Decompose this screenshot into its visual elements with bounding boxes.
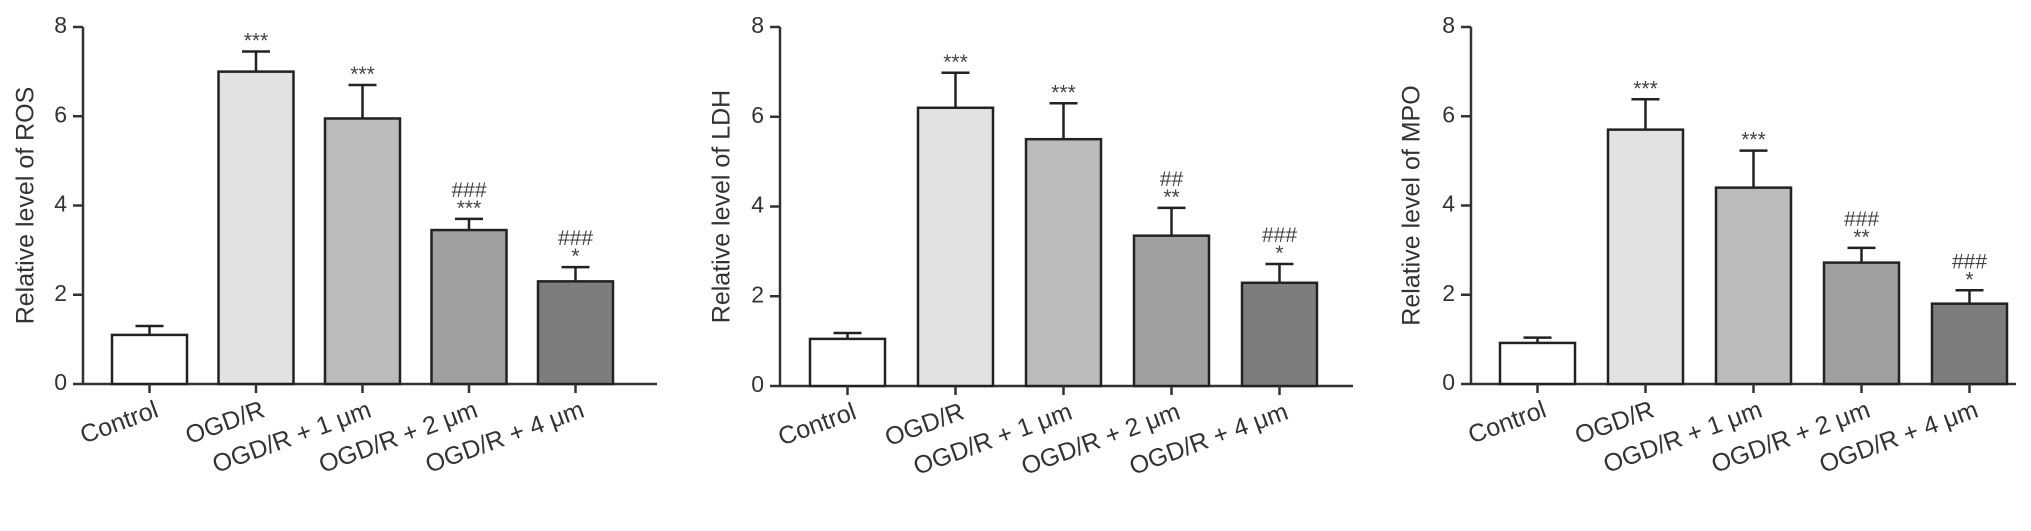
- chart2-y-tick-label: 4: [751, 192, 764, 218]
- chart3-y-tick-label: 8: [1442, 12, 1455, 38]
- chart2-y-tick-label: 8: [751, 12, 764, 38]
- chart3-bar: [1606, 128, 1685, 386]
- chart3-bar: [1714, 186, 1793, 386]
- chart1-y-tick-label: 4: [54, 191, 67, 217]
- chart1-significance-label: ***: [457, 197, 482, 220]
- chart2-y-tick-label: 6: [751, 102, 764, 128]
- chart3-significance-label: ***: [1633, 77, 1658, 100]
- chart1-significance-label: ***: [244, 30, 269, 53]
- chart1-y-tick-label: 2: [54, 280, 67, 306]
- chart2-y-tick-label: 2: [751, 281, 764, 307]
- chart2-bar: [1024, 137, 1103, 388]
- chart1-bar: [110, 333, 189, 386]
- chart1-y-tick-label: 8: [54, 12, 67, 38]
- chart2-significance-label: *: [1275, 242, 1283, 265]
- chart3-bar: [1822, 261, 1901, 386]
- chart1-bar: [536, 280, 615, 386]
- chart3-y-axis-label: Relative level of MPO: [1398, 85, 1426, 325]
- chart2-x-tick-label: Control: [775, 398, 860, 452]
- chart2-y-axis-label: Relative level of LDH: [708, 90, 736, 323]
- chart3-bar: [1498, 341, 1577, 386]
- chart1-significance-label: *: [571, 245, 579, 268]
- chart2-significance-label: ###: [1262, 224, 1297, 247]
- chart3-y-tick-label: 6: [1442, 101, 1455, 127]
- chart-panel-ros: Relative level of ROS02468Control***OGD/…: [12, 12, 657, 479]
- chart-panel-ldh: Relative level of LDH02468Control***OGD/…: [708, 12, 1353, 481]
- chart1-significance-label: ###: [558, 227, 593, 250]
- chart2-significance-label: ***: [943, 51, 968, 74]
- chart3-significance-label: ***: [1741, 129, 1766, 152]
- chart-panel-mpo: Relative level of MPO02468Control***OGD/…: [1398, 12, 2016, 479]
- chart2-y-tick-label: 0: [751, 371, 764, 397]
- chart3-significance-label: ###: [1844, 208, 1879, 231]
- chart2-significance-label: ##: [1160, 168, 1184, 191]
- chart3-y-tick-label: 4: [1442, 191, 1455, 217]
- chart1-bar: [430, 228, 508, 386]
- chart3-significance-label: **: [1853, 226, 1869, 249]
- chart3-bar: [1930, 302, 2009, 386]
- chart1-significance-label: ###: [451, 179, 486, 202]
- chart3-y-tick-label: 2: [1442, 280, 1455, 306]
- chart1-bar: [323, 117, 402, 386]
- chart2-bar: [1132, 234, 1211, 388]
- chart2-bar: [808, 337, 887, 388]
- chart1-significance-label: ***: [350, 63, 375, 86]
- chart1-y-axis-label: Relative level of ROS: [12, 87, 40, 325]
- chart3-y-tick-label: 0: [1442, 369, 1455, 395]
- chart1-y-tick-label: 6: [54, 101, 67, 127]
- chart1-bar: [217, 70, 295, 386]
- chart1-x-tick-label: Control: [77, 396, 162, 450]
- chart1-y-tick-label: 0: [54, 369, 67, 395]
- chart2-significance-label: ***: [1051, 81, 1076, 104]
- chart3-significance-label: ###: [1952, 250, 1987, 273]
- chart2-bar: [916, 106, 995, 388]
- chart2-bar: [1240, 281, 1319, 388]
- chart3-significance-label: *: [1965, 268, 1973, 291]
- chart3-x-tick-label: Control: [1465, 396, 1550, 450]
- chart2-significance-label: **: [1163, 186, 1179, 209]
